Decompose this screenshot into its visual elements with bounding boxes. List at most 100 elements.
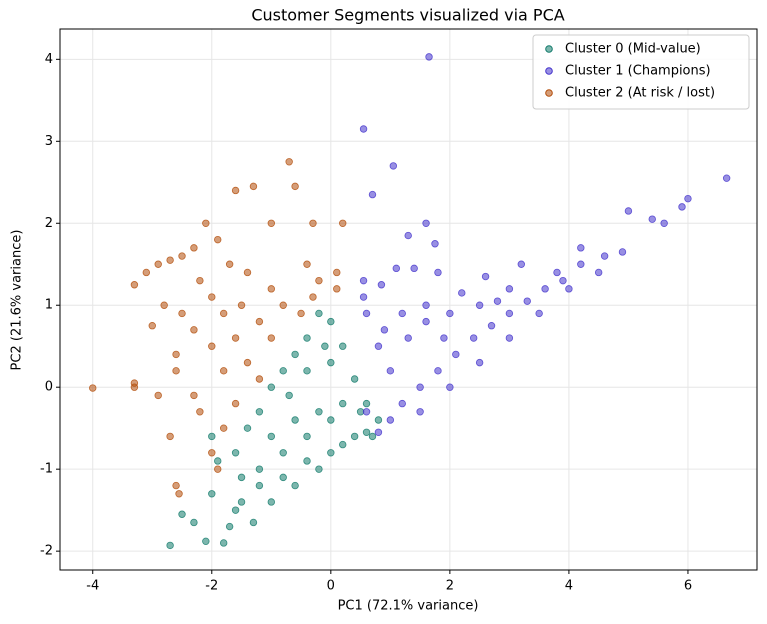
point — [196, 276, 204, 285]
legend-box — [532, 34, 750, 110]
point — [380, 326, 389, 334]
point — [359, 276, 368, 285]
point — [660, 219, 668, 227]
point — [333, 285, 341, 293]
point — [202, 219, 210, 227]
point — [359, 125, 368, 133]
point — [219, 424, 228, 432]
point — [648, 215, 656, 223]
point — [684, 194, 692, 203]
x-tick-label: -4 — [86, 579, 99, 594]
point — [535, 309, 543, 318]
point — [374, 416, 383, 424]
point — [350, 432, 359, 441]
point — [425, 53, 433, 61]
point — [553, 268, 561, 277]
point — [446, 383, 454, 391]
point — [440, 334, 448, 342]
point — [321, 342, 329, 350]
point — [297, 309, 305, 318]
y-tick-label: -1 — [40, 462, 53, 477]
point — [362, 408, 371, 416]
legend-label: Cluster 0 (Mid-value) — [565, 42, 701, 57]
point — [130, 383, 139, 391]
point — [422, 301, 430, 309]
point — [291, 350, 299, 359]
point — [422, 219, 430, 227]
point — [249, 182, 258, 191]
point — [523, 297, 531, 305]
point — [315, 276, 323, 285]
y-tick-label: 4 — [45, 52, 53, 67]
point — [255, 408, 264, 416]
legend-marker — [545, 89, 553, 97]
point — [315, 408, 323, 416]
point — [267, 219, 276, 227]
point — [208, 490, 216, 498]
point — [404, 231, 412, 240]
point — [487, 322, 496, 330]
point — [386, 367, 395, 375]
point — [219, 367, 228, 375]
y-tick-label: 0 — [45, 380, 53, 395]
point — [565, 285, 573, 293]
point — [327, 449, 335, 457]
point — [350, 375, 359, 383]
point — [243, 424, 252, 432]
point — [624, 207, 633, 215]
point — [148, 322, 156, 330]
point — [154, 260, 162, 268]
point — [231, 334, 240, 342]
point — [172, 350, 180, 359]
point — [359, 293, 368, 301]
point — [475, 358, 484, 367]
point — [225, 522, 234, 531]
point — [190, 518, 198, 527]
point — [327, 358, 335, 367]
point — [303, 260, 311, 268]
x-axis-label: PC1 (72.1% variance) — [338, 599, 479, 614]
point — [178, 252, 186, 260]
point — [368, 190, 377, 199]
point — [362, 309, 371, 318]
point — [452, 350, 460, 359]
point — [255, 375, 264, 383]
point — [309, 293, 317, 301]
point — [190, 244, 198, 252]
legend-marker — [545, 67, 553, 75]
point — [214, 465, 222, 473]
point — [279, 449, 287, 457]
y-tick-label: 1 — [45, 298, 53, 313]
point — [618, 248, 627, 256]
point — [231, 186, 240, 195]
point — [469, 334, 478, 342]
point — [404, 334, 412, 342]
point — [190, 391, 198, 400]
point — [505, 285, 514, 293]
point — [434, 268, 442, 277]
point — [214, 235, 222, 244]
plot-frame — [59, 28, 758, 571]
point — [303, 457, 311, 465]
point — [154, 391, 162, 400]
point — [594, 268, 603, 277]
point — [225, 260, 234, 268]
point — [231, 449, 240, 457]
point — [577, 260, 585, 268]
x-tick-label: 2 — [446, 579, 454, 594]
y-tick-label: 3 — [45, 134, 53, 149]
point — [267, 383, 276, 391]
point — [172, 481, 180, 490]
point — [505, 309, 514, 318]
point — [267, 498, 276, 506]
point — [89, 384, 97, 392]
point — [398, 399, 406, 408]
point — [231, 506, 240, 514]
point — [475, 301, 484, 309]
point — [175, 490, 183, 498]
point — [291, 182, 299, 191]
point — [285, 391, 293, 400]
point — [208, 293, 216, 301]
point — [309, 219, 317, 227]
